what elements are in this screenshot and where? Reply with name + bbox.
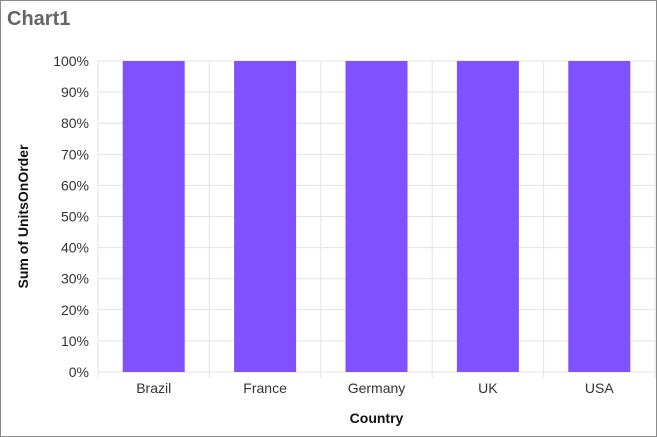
y-tick-label: 10% [61,333,89,349]
bar-uk[interactable] [456,61,519,372]
bars [122,61,631,372]
y-tick-label: 20% [61,302,89,318]
y-tick-label: 100% [53,53,89,69]
bar-france[interactable] [234,61,297,372]
y-tick-label: 50% [61,209,89,225]
y-tick-labels: 0% 10% 20% 30% 40% 50% 60% 70% 80% 90% 100% [53,53,89,380]
x-axis-title: Country [350,410,404,426]
y-tick-label: 80% [61,115,89,131]
y-tick-label: 0% [69,364,89,380]
y-tick-label: 30% [61,271,89,287]
x-tick-label: Brazil [136,380,171,396]
y-tick-label: 90% [61,84,89,100]
y-axis-title: Sum of UnitsOnOrder [15,144,31,288]
bar-germany[interactable] [345,61,408,372]
chart-title: Chart1 [7,8,71,30]
x-tick-label: France [243,380,287,396]
y-tick-label: 70% [61,146,89,162]
x-tick-label: Germany [348,380,406,396]
bar-usa[interactable] [568,61,631,372]
y-tick-label: 60% [61,177,89,193]
bar-brazil[interactable] [122,61,185,372]
x-tick-labels: Brazil France Germany UK USA [136,380,614,396]
x-tick-label: USA [585,380,614,396]
x-tick-label: UK [478,380,498,396]
y-tick-label: 40% [61,240,89,256]
